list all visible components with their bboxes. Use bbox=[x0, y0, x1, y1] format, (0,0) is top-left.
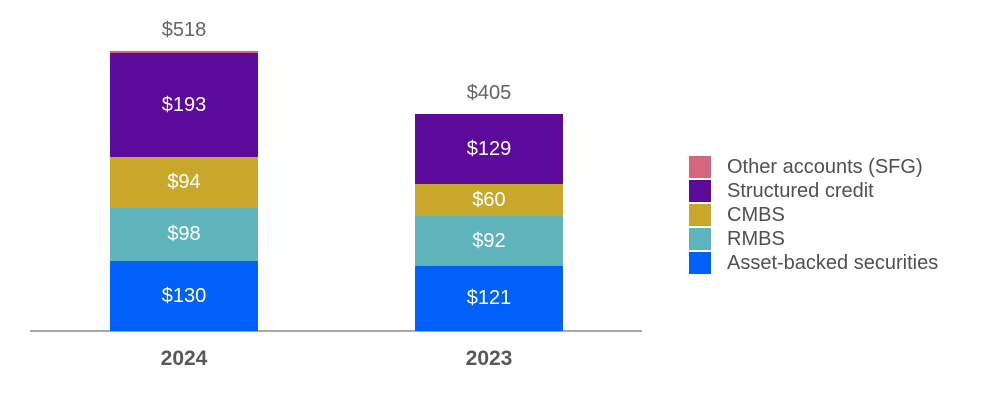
bar-segment: $94 bbox=[110, 157, 258, 208]
legend-swatch bbox=[689, 252, 711, 274]
bar-segment: $121 bbox=[415, 265, 563, 331]
legend-swatch bbox=[689, 228, 711, 250]
x-axis-line bbox=[30, 330, 642, 332]
bar-segment bbox=[110, 51, 258, 53]
legend-swatch bbox=[689, 204, 711, 226]
legend-swatch bbox=[689, 156, 711, 178]
legend-item: Asset-backed securities bbox=[689, 252, 938, 274]
legend-item: RMBS bbox=[689, 228, 938, 250]
bar-segment: $130 bbox=[110, 260, 258, 331]
bar-total-label: $405 bbox=[466, 81, 512, 104]
segment-value-label: $193 bbox=[161, 94, 207, 116]
legend-label: CMBS bbox=[727, 203, 785, 226]
segment-value-label: $92 bbox=[472, 229, 506, 252]
legend-item: Structured credit bbox=[689, 180, 938, 202]
segment-value-label: $121 bbox=[466, 287, 512, 310]
segment-value-label: $60 bbox=[472, 188, 506, 211]
bar-segment: $92 bbox=[415, 215, 563, 266]
legend-label: Asset-backed securities bbox=[727, 251, 939, 274]
segment-value-label: $94 bbox=[167, 171, 201, 194]
legend-label: Structured credit bbox=[727, 179, 874, 202]
x-axis-category-label: 2024 bbox=[160, 347, 208, 370]
legend-swatch bbox=[689, 180, 711, 202]
legend-label: RMBS bbox=[727, 227, 785, 250]
bar-segment: $60 bbox=[415, 183, 563, 216]
x-axis-category-label: 2023 bbox=[465, 347, 513, 370]
chart-legend: Other accounts (SFG) Structured credit CMB… bbox=[689, 156, 938, 274]
segment-value-label: $129 bbox=[466, 137, 512, 160]
segment-value-label: $130 bbox=[161, 284, 207, 307]
segment-value-label: $98 bbox=[167, 223, 201, 246]
legend-item: CMBS bbox=[689, 204, 938, 226]
bar-segment: $129 bbox=[415, 113, 563, 184]
legend-label: Other accounts (SFG) bbox=[727, 155, 923, 178]
bar-segment: $98 bbox=[110, 207, 258, 261]
bar-total-label: $518 bbox=[161, 19, 207, 42]
bar-segment: $193 bbox=[110, 52, 258, 158]
legend-item: Other accounts (SFG) bbox=[689, 156, 938, 178]
